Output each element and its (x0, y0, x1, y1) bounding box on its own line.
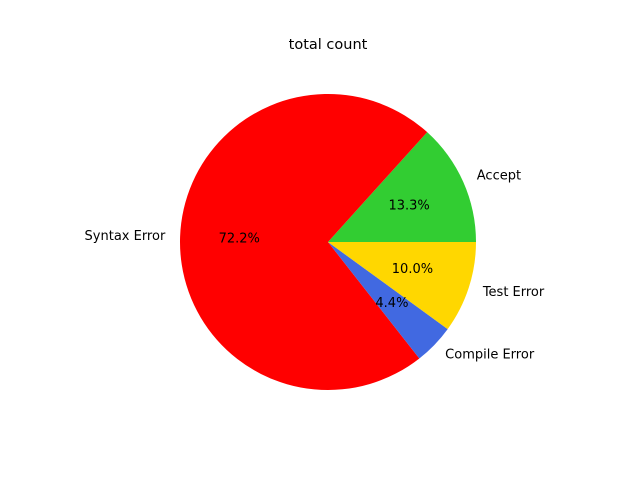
slice-percent-accept: 13.3% (388, 198, 429, 213)
chart-title: total count (289, 37, 368, 53)
slice-label-test-error: Test Error (482, 285, 545, 300)
slice-percent-syntax-error: 72.2% (219, 231, 260, 246)
pie-slice-test-error (328, 242, 476, 330)
slice-percent-test-error: 10.0% (392, 262, 433, 277)
pie-slices (179, 93, 476, 390)
slice-percent-compile-error: 4.4% (375, 296, 408, 311)
pie-slice-accept (328, 132, 476, 242)
slice-label-accept: Accept (477, 168, 521, 183)
pie-labels: Accept 13.3% Syntax Error 72.2% Compile Erro… (85, 168, 545, 362)
pie-slice-compile-error (328, 242, 448, 359)
slice-label-compile-error: Compile Error (445, 348, 535, 363)
slice-label-syntax-error: Syntax Error (85, 229, 166, 244)
pie-slice-syntax-error (179, 93, 428, 390)
